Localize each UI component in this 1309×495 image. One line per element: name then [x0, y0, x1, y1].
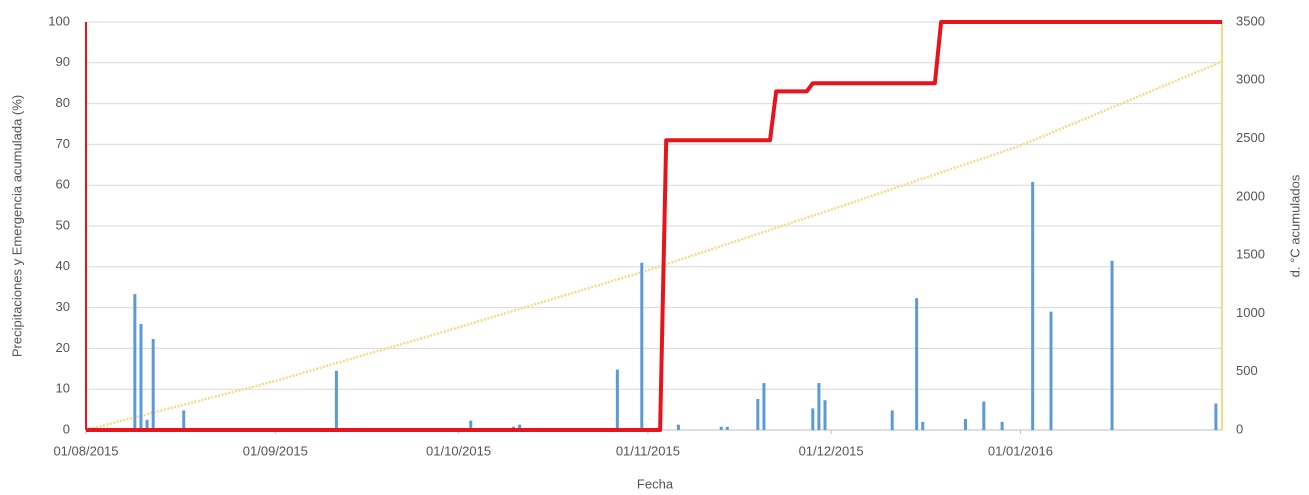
bar: [725, 426, 729, 430]
bar: [1049, 311, 1053, 430]
bar: [469, 420, 473, 430]
x-tick-label: 01/10/2015: [426, 443, 491, 458]
y2-tick-label: 3000: [1236, 72, 1265, 87]
bar: [133, 294, 137, 430]
y-tick-label: 70: [56, 136, 70, 151]
bar: [756, 398, 760, 430]
y2-axis-title: d. °C acumulados: [1287, 174, 1302, 277]
y2-tick-label: 2000: [1236, 188, 1265, 203]
y-tick-label: 100: [48, 13, 70, 28]
y-tick-label: 80: [56, 95, 70, 110]
bar: [145, 419, 149, 430]
x-tick-label: 01/11/2015: [616, 443, 680, 458]
y2-tick-label: 500: [1236, 363, 1258, 378]
degree-days-line: [85, 60, 1223, 432]
bar: [817, 383, 821, 430]
bar: [921, 421, 925, 430]
y-tick-label: 30: [56, 299, 70, 314]
y-tick-label: 40: [56, 258, 70, 273]
bar: [719, 426, 723, 430]
bar: [1031, 181, 1035, 430]
bar: [182, 410, 186, 430]
x-tick-label: 01/01/2016: [988, 443, 1053, 458]
bar: [640, 262, 644, 430]
bar: [1110, 260, 1114, 430]
y2-tick-label: 0: [1236, 421, 1243, 436]
emergence-line: [86, 20, 1222, 432]
x-tick-label: 01/12/2015: [799, 443, 864, 458]
y-tick-label: 50: [56, 217, 70, 232]
bar: [915, 298, 919, 430]
y2-tick-label: 2500: [1236, 130, 1265, 145]
bar: [676, 424, 680, 430]
y-tick-label: 0: [63, 421, 70, 436]
y-tick-label: 20: [56, 340, 70, 355]
x-axis-title: Fecha: [637, 476, 674, 491]
bar: [823, 400, 827, 430]
bar: [1000, 421, 1004, 430]
bar: [811, 408, 815, 430]
y-axis-title: Precipitaciones y Emergencia acumulada (…: [9, 95, 24, 357]
y-tick-label: 60: [56, 177, 70, 192]
x-tick-label: 01/09/2015: [243, 443, 308, 458]
bar: [615, 369, 619, 430]
bar: [890, 410, 894, 430]
bar: [151, 339, 155, 430]
y-tick-label: 90: [56, 54, 70, 69]
bar: [762, 383, 766, 430]
y2-tick-label: 1000: [1236, 305, 1265, 320]
bar: [139, 323, 143, 430]
x-tick-label: 01/08/2015: [53, 443, 118, 458]
bar: [982, 401, 986, 430]
bar: [1214, 403, 1218, 430]
bar: [334, 370, 338, 430]
bar: [963, 418, 967, 430]
y2-tick-label: 1500: [1236, 247, 1265, 262]
bar: [518, 424, 522, 430]
y-tick-label: 10: [56, 381, 70, 396]
y2-tick-label: 3500: [1236, 13, 1265, 28]
